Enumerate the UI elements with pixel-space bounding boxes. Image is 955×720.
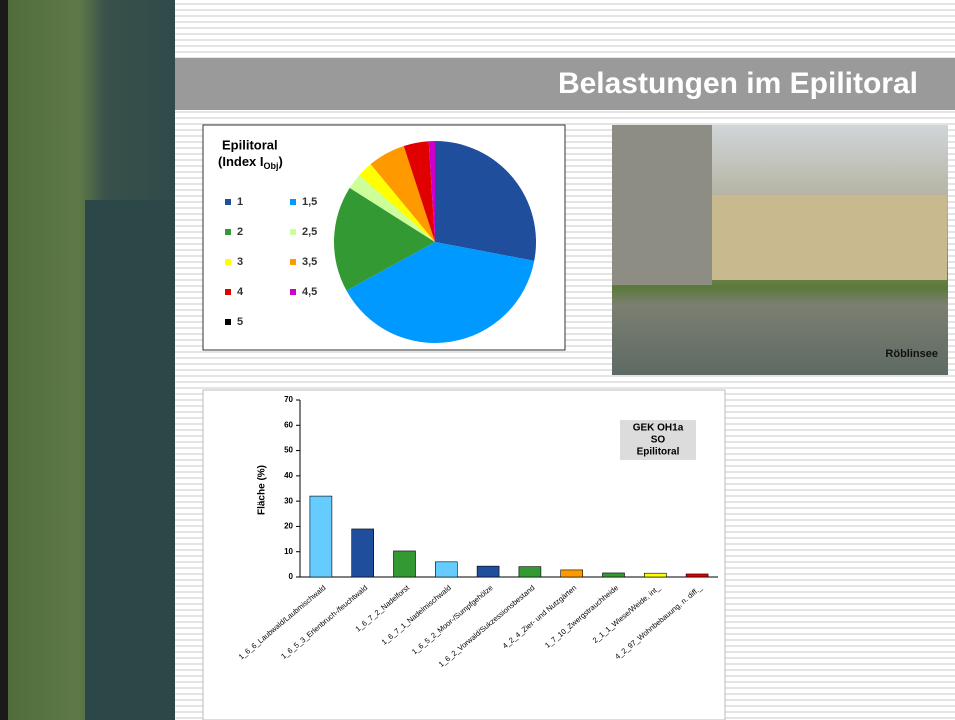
legend-swatch [225,259,231,265]
bar [434,561,458,578]
legend-swatch [225,229,231,235]
pie-slice [359,164,435,242]
y-tick-label: 70 [284,395,293,404]
legend-label: 5 [237,316,243,328]
index-sub: Obj [264,161,279,171]
legend-index: (Index IObj) [218,154,283,171]
bar [602,572,625,578]
y-tick-label: 10 [284,547,293,556]
annotation: SO [651,435,666,446]
pie-slice [428,141,435,242]
legend-title: Epilitoral [222,137,278,152]
legend-label: 1,5 [302,196,317,208]
legend-label: 2,5 [302,226,317,238]
legend-swatch [225,199,231,205]
title-bar [175,58,955,110]
slide-title: Belastungen im Epilitoral [558,67,918,100]
pie-slice [333,187,435,291]
legend-swatch [225,319,231,325]
index-close: ) [279,154,283,169]
legend-label: 4 [237,286,244,298]
bar [476,565,500,578]
bar [351,528,375,578]
annotation: Epilitoral [637,447,680,458]
y-tick-label: 40 [284,471,293,480]
bar [560,569,584,578]
photo-caption: Röblinsee [885,348,938,360]
pie-slice [349,175,435,242]
legend-swatch [290,259,296,265]
y-tick-label: 20 [284,522,293,531]
pie-slice [435,141,536,261]
legend-label: 1 [237,196,243,208]
bar [393,550,416,578]
pie-slice [370,145,435,242]
legend-swatch [290,289,296,295]
bar [685,573,709,578]
bar [518,566,542,578]
photo-building [712,195,947,280]
y-tick-label: 60 [284,420,293,429]
legend-label: 3 [237,256,243,268]
pie-slice [346,242,535,344]
annotation: GEK OH1a [633,423,684,434]
left-edge [0,0,8,720]
index-text: (Index I [218,154,264,169]
y-tick-label: 50 [284,446,293,455]
bar [643,572,667,578]
legend-label: 3,5 [302,256,317,268]
photo-ruin [612,125,712,285]
y-tick-label: 30 [284,496,293,505]
annotation-box [620,420,696,460]
y-axis-label: Fläche (%) [257,465,268,515]
pie-slice [403,141,435,242]
legend-swatch [290,199,296,205]
aerial-water [85,200,175,720]
legend-swatch [225,289,231,295]
y-tick-label: 0 [289,572,294,581]
legend-label: 2 [237,226,243,238]
legend-swatch [290,229,296,235]
bar [309,495,333,578]
legend-label: 4,5 [302,286,317,298]
